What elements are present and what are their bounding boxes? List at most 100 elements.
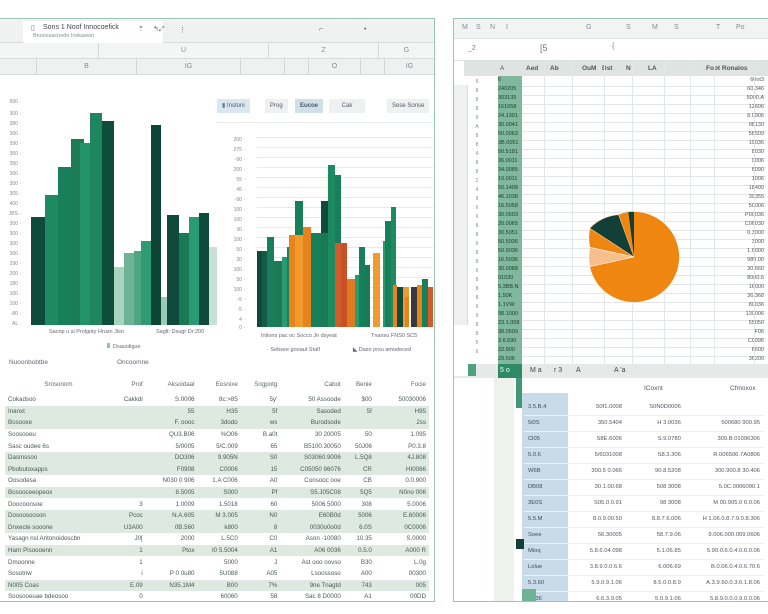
cell[interactable]: 989.00 bbox=[747, 257, 764, 263]
cell[interactable]: 240205 bbox=[498, 86, 517, 92]
cell[interactable]: 0006 bbox=[751, 158, 764, 164]
cell[interactable]: 30.0503 bbox=[498, 212, 518, 218]
table-row[interactable]: N005 Coas E.09 N35.1M4 B00 7% 9ne Tnagtd 743 00… bbox=[5, 579, 429, 592]
align-icon[interactable]: ⌐ bbox=[319, 26, 324, 33]
cell[interactable]: 303135 bbox=[498, 95, 517, 101]
cell[interactable]: 16000 bbox=[748, 284, 764, 290]
row-number[interactable]: 8 bbox=[475, 331, 479, 337]
cell[interactable]: 3.6.690 bbox=[498, 338, 517, 344]
row-number[interactable]: 8 bbox=[475, 223, 479, 229]
selected-column[interactable] bbox=[498, 76, 522, 364]
cell[interactable]: 55050 bbox=[748, 320, 764, 326]
cell[interactable]: 5.3BB.N bbox=[498, 284, 519, 290]
cell[interactable]: 8030 bbox=[751, 149, 764, 155]
cell[interactable]: 50.9036 bbox=[498, 248, 518, 254]
row-number[interactable]: 6 bbox=[475, 268, 479, 274]
cell[interactable]: 161058 bbox=[498, 104, 517, 110]
cell[interactable]: 38.0500 bbox=[498, 329, 518, 335]
row-number[interactable]: 9 bbox=[475, 196, 479, 202]
row-number[interactable]: 8 bbox=[475, 232, 479, 238]
cell[interactable]: 50.5181 bbox=[498, 149, 518, 155]
cell[interactable]: 8090 bbox=[751, 167, 764, 173]
table-row[interactable]: Dosoosooson Pcoc N.A.605 M 3.005 N0 E60B0d 500… bbox=[5, 509, 429, 522]
cell[interactable]: 0.3000 bbox=[747, 230, 764, 236]
row-number[interactable]: 8 bbox=[475, 322, 479, 328]
col-b[interactable]: B bbox=[37, 59, 137, 74]
chart-green-bars[interactable]: 500 · 300 · 380 · 300 · 390 · 350 · 350 · 300 ·… bbox=[1, 93, 227, 363]
table-row[interactable]: Cl05 S8E.6006 S.9.0780 309.B.01096306 bbox=[524, 431, 764, 448]
table-row[interactable]: Dasmssoo DO306 9.905N S0 S03060.9006 L.5Q8 4J.… bbox=[5, 451, 429, 464]
cell[interactable]: 10.0011 bbox=[498, 176, 518, 182]
table-row[interactable]: Dmoonne 1 5000 J Ast ooo oovso B30 L.0g bbox=[8, 558, 426, 566]
cell[interactable]: 6 bbox=[498, 77, 502, 83]
table-row[interactable]: Soee 56.30005 58.7.9.06 9.006.000.009.0606 bbox=[524, 527, 764, 544]
chart-mixed-bars[interactable]: ▮ Instoni Prog Eucoe Cak Sese Sonse 200 … bbox=[217, 93, 433, 363]
table-row[interactable]: Harn Pisoooenn 1 Ptox I0 5.5004 A1 A06 0036 0.… bbox=[5, 544, 429, 557]
pin-icon[interactable]: ⇡ bbox=[138, 26, 144, 33]
cell[interactable]: 23.1.008 bbox=[498, 320, 520, 326]
table-row[interactable]: Bosooxe F. oooc 3dodo ws Burodsode 2ss bbox=[5, 417, 429, 429]
table-row[interactable]: Lolue 3.8.9.0.0.6.6 6.006.69 B.0.06.0.4.0.6… bbox=[524, 559, 764, 576]
cell[interactable]: 18400 bbox=[748, 185, 764, 191]
cell[interactable]: 01030 bbox=[498, 275, 514, 281]
row-number[interactable]: 8 bbox=[475, 133, 479, 139]
cell[interactable]: 30.660 bbox=[747, 266, 764, 272]
cell[interactable]: 5000.A bbox=[746, 95, 764, 101]
cell[interactable]: 34.0085 bbox=[498, 167, 518, 173]
cell[interactable]: 30.5051 bbox=[498, 230, 518, 236]
table-row[interactable]: 5i0S 350.5404 H 3.0036 500680 900.95 bbox=[524, 415, 764, 432]
row-number[interactable]: 6 bbox=[475, 349, 479, 355]
cell[interactable]: 29.506 bbox=[498, 356, 515, 362]
col-ig2[interactable]: IG bbox=[405, 63, 414, 70]
expand-icon[interactable]: ⤢ bbox=[159, 26, 165, 33]
row-number[interactable]: 8 bbox=[475, 295, 479, 301]
cell[interactable]: 50006 bbox=[748, 203, 764, 209]
cell[interactable]: 30.0065 bbox=[498, 221, 518, 227]
table-row[interactable]: Sasc oudee 6s 5/0005 5/C.009 65 B5100.30050 5… bbox=[8, 442, 426, 450]
table-row[interactable]: Sosotnw i P 0 0u80 5U088 A05 Lsoossoso A00 0030… bbox=[8, 570, 426, 578]
cell[interactable]: 1.50K bbox=[498, 293, 513, 299]
table-row[interactable]: 5.3.60 5.9.0.9.1.06 8.5.0.0.8.9 A.3.9.60.0.… bbox=[524, 575, 764, 592]
row-number[interactable]: 6 bbox=[475, 79, 479, 85]
cell[interactable]: 46.1038 bbox=[498, 194, 518, 200]
col-header-foot[interactable]: Foot Ronalos bbox=[706, 65, 748, 72]
table-row[interactable]: W6B 300.5 0.066 90.8.5208 300.900.8 30.406 bbox=[524, 463, 764, 480]
row-number[interactable]: 8 bbox=[475, 88, 479, 94]
cell[interactable]: 16.5036 bbox=[498, 257, 518, 263]
cak-button[interactable]: Cak bbox=[329, 99, 365, 113]
cell[interactable]: 50.0063 bbox=[498, 131, 518, 137]
cell[interactable]: 98.1000 bbox=[498, 311, 518, 317]
cell[interactable]: 58509 bbox=[748, 131, 764, 137]
cell[interactable]: 60ot3 bbox=[750, 77, 764, 83]
table-row[interactable]: Inanxt 55 H35 5f Sasoded 5f H95 bbox=[5, 405, 429, 418]
table-row[interactable]: N8366.6.3.9.055.0.9.1.065.8.9.0.0.0.9.0.… bbox=[524, 591, 764, 601]
cell[interactable]: F06 bbox=[754, 329, 764, 335]
row-number[interactable]: 8 bbox=[475, 169, 479, 175]
cell[interactable]: C0096 bbox=[747, 338, 764, 344]
row-number[interactable]: 6 bbox=[475, 205, 479, 211]
document-tab[interactable]: ▯ Sons 1 Noof Innocoefick Bnoossacnede I… bbox=[23, 21, 163, 43]
table-row[interactable]: 3E0S S05.0.0.91 98 3008 M 00.905.0 6.0.06 bbox=[524, 495, 764, 512]
cell[interactable]: 1006 bbox=[751, 176, 764, 182]
cell[interactable]: 30.0088 bbox=[498, 266, 518, 272]
table-row[interactable]: Dnxecte sooone U3A00 0B.560 k800 8 0030o0o0d 6… bbox=[5, 521, 429, 534]
table-row[interactable]: Oosodesa N030 0 906 1.A C006 A0 Consooc ooe C… bbox=[8, 477, 426, 485]
row-number[interactable]: 9 bbox=[475, 115, 479, 121]
cell[interactable]: 12606 bbox=[748, 104, 764, 110]
cell[interactable]: 39355 bbox=[748, 194, 764, 200]
table-row[interactable]: 3.5.B.4 S0f1.0008 S0N0D0006 bbox=[524, 399, 764, 416]
selection-handle[interactable] bbox=[516, 378, 522, 408]
more-icon[interactable]: ⋮ bbox=[179, 27, 186, 34]
cell[interactable]: 16.5058 bbox=[498, 203, 518, 209]
table-row[interactable]: Yasagn nsl Antonoidoscbn J0[2000 L.5C0 C0 As… bbox=[8, 535, 426, 543]
insert-button[interactable]: ▮ Instoni bbox=[217, 99, 250, 113]
cell[interactable]: 60.346 bbox=[747, 86, 764, 92]
row-number[interactable]: 8 bbox=[475, 160, 479, 166]
table-row[interactable]: Soosooeu QU3.B06 %O06 B.a0t 30 20005 50 1.095 bbox=[8, 431, 426, 439]
pie-chart[interactable] bbox=[586, 209, 682, 305]
row-number[interactable]: A bbox=[475, 124, 479, 130]
row-number[interactable]: 8 bbox=[475, 286, 479, 292]
cell[interactable]: 36.368 bbox=[747, 293, 764, 299]
cell[interactable]: 36.0011 bbox=[498, 158, 518, 164]
cell[interactable]: 1.1VW bbox=[498, 302, 515, 308]
